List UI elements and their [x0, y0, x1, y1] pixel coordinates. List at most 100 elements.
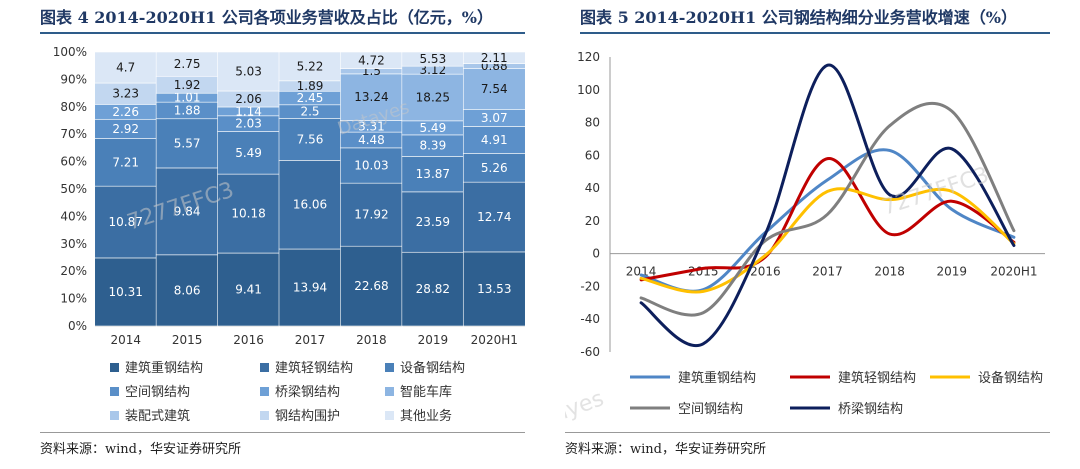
bar-data-label: 2.06	[235, 92, 262, 106]
bar-data-label: 10.87	[109, 215, 143, 229]
legend-label: 设备钢结构	[978, 370, 1043, 386]
bar-segment	[462, 51, 526, 64]
legend-label: 设备钢结构	[400, 360, 465, 376]
bar-data-label: 3.31	[358, 119, 385, 133]
y-tick-label: 0%	[68, 319, 87, 333]
bar-segment	[340, 73, 403, 121]
legend-label: 建筑轻钢结构	[275, 360, 353, 376]
bar-segment	[217, 173, 280, 254]
bar-segment	[217, 131, 280, 175]
y-tick-label: 70%	[60, 127, 87, 141]
left-source-rule	[40, 432, 525, 433]
x-tick-label: 2018	[356, 333, 387, 347]
bar-data-label: 5.57	[174, 136, 201, 150]
legend-swatch	[110, 411, 119, 420]
bar-data-label: 7.54	[481, 82, 508, 96]
x-tick-label: 2014	[626, 265, 657, 279]
bar-segment	[462, 68, 526, 110]
left-source-note: 资料来源：wind，华安证券研究所	[40, 442, 241, 457]
x-tick-label: 2018	[874, 265, 905, 279]
bar-data-label: 2.26	[112, 105, 139, 119]
bar-data-label: 1.88	[174, 103, 201, 117]
legend-label: 建筑轻钢结构	[838, 370, 916, 386]
bar-data-label: 12.74	[477, 210, 511, 224]
bar-data-label: 5.03	[235, 64, 262, 78]
bar-segment	[278, 160, 342, 250]
bar-data-label: 16.06	[293, 198, 327, 212]
bar-segment	[401, 73, 465, 122]
x-tick-label: 2016	[233, 333, 264, 347]
series-line	[639, 148, 1016, 293]
legend-label: 空间钢结构	[678, 402, 743, 417]
legend-label: 钢结构围护	[275, 409, 340, 424]
x-tick-label: 2019	[937, 265, 968, 279]
legend-label: 其他业务	[400, 408, 452, 424]
y-tick-label: 80%	[60, 100, 87, 114]
bar-data-label: 2.11	[481, 51, 508, 65]
bar-segment	[94, 138, 158, 187]
bar-segment	[94, 51, 158, 84]
legend-swatch	[385, 387, 394, 396]
bar-segment	[94, 257, 158, 327]
right-source-rule	[565, 432, 1050, 433]
bar-data-label: 2.75	[174, 57, 201, 71]
legend-swatch	[385, 363, 394, 372]
bar-data-label: 2.03	[235, 117, 262, 131]
bar-segment	[340, 182, 403, 247]
y-tick-label: -40	[580, 312, 600, 326]
bar-data-label: 4.91	[481, 133, 508, 147]
legend-swatch	[385, 411, 394, 420]
legend-swatch	[110, 363, 119, 372]
bar-data-label: 2.45	[297, 91, 324, 105]
bar-data-label: 22.68	[354, 279, 388, 293]
bar-data-label: 4.48	[358, 133, 385, 147]
bar-segment	[155, 118, 219, 169]
right-source-note: 资料来源：wind，华安证券研究所	[565, 442, 766, 457]
bar-data-label: 2.92	[112, 122, 139, 136]
bar-data-label: 1.01	[174, 91, 201, 105]
y-tick-label: 30%	[60, 237, 87, 251]
bar-data-label: 10.03	[354, 159, 388, 173]
bar-data-label: 23.59	[416, 215, 450, 229]
bar-data-label: 3.23	[112, 87, 139, 101]
y-tick-label: 100%	[53, 45, 87, 59]
legend-label: 桥梁钢结构	[275, 385, 340, 400]
y-tick-label: 60%	[60, 155, 87, 169]
bar-data-label: 3.12	[419, 63, 446, 77]
bar-data-label: 4.72	[358, 53, 385, 67]
bar-segment	[217, 252, 280, 327]
bar-data-label: 5.49	[419, 121, 446, 135]
series-line	[639, 63, 1016, 348]
x-tick-label: 2019	[418, 333, 449, 347]
bar-data-label: 10.18	[231, 207, 265, 221]
bar-data-label: 5.49	[235, 146, 262, 160]
y-tick-label: 80	[585, 116, 600, 130]
legend-label: 建筑重钢结构	[678, 370, 756, 386]
legend-label: 建筑重钢结构	[125, 360, 203, 376]
stacked-bar-chart: 0% 10% 20% 30% 40% 50% 60% 70% 80% 90% 100% 10.31 10…	[53, 45, 526, 424]
bar-data-label: 3.07	[481, 111, 508, 125]
bar-data-label: 8.39	[419, 139, 446, 153]
bar-data-label: 1.14	[235, 104, 262, 118]
left-title-rule	[40, 32, 525, 34]
bar-data-label: 28.82	[416, 282, 450, 296]
bar-data-label: 13.87	[416, 167, 450, 181]
y-tick-label: 20%	[60, 264, 87, 278]
y-tick-label: 100	[577, 83, 600, 97]
y-tick-label: -60	[580, 345, 600, 359]
y-tick-label: 10%	[60, 292, 87, 306]
bar-data-label: 5.22	[297, 59, 324, 73]
series-line	[639, 101, 1016, 317]
bar-segment	[278, 51, 342, 82]
y-tick-label: 50%	[60, 182, 87, 196]
y-tick-label: 90%	[60, 72, 87, 86]
x-tick-label: 2016	[750, 265, 781, 279]
bar-data-label: 9.84	[174, 204, 201, 218]
x-tick-label: 2015	[172, 333, 203, 347]
x-tick-label: 2020H1	[471, 333, 518, 347]
y-tick-label: 40	[585, 181, 600, 195]
y-tick-label: 20	[585, 214, 600, 228]
bar-data-label: 5.26	[481, 161, 508, 175]
bar-segment	[155, 254, 219, 327]
